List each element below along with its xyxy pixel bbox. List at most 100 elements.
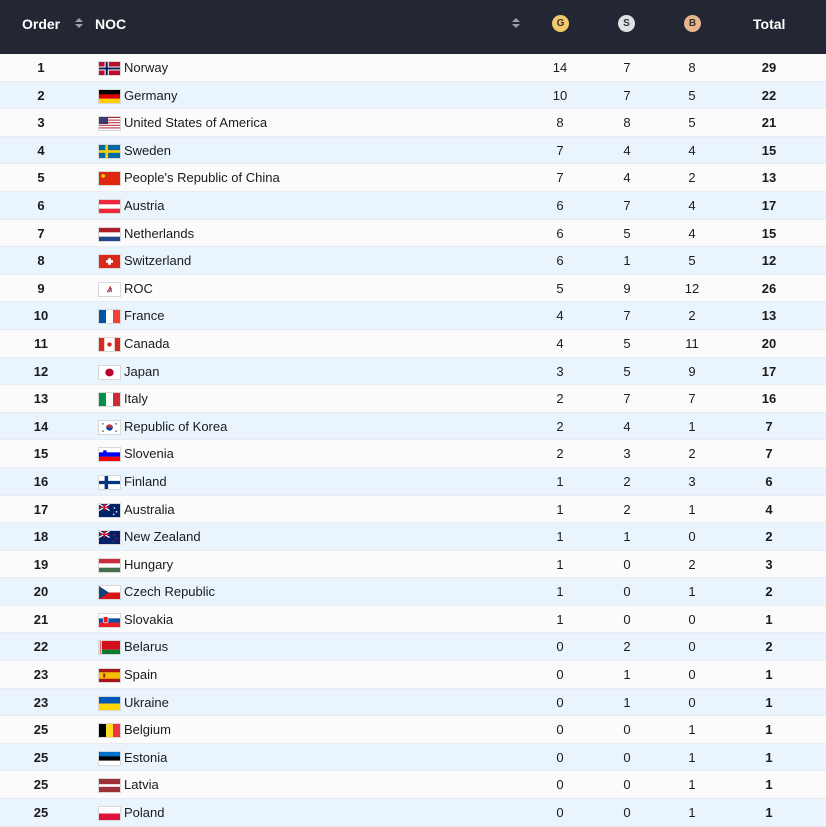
country-name-link[interactable]: New Zealand <box>124 529 201 545</box>
bronze-count-cell: 5 <box>688 115 696 131</box>
country-name-link[interactable]: Australia <box>124 501 175 517</box>
rank-cell: 20 <box>33 584 49 600</box>
total-count-cell: 17 <box>761 197 777 213</box>
bronze-count-cell: 4 <box>688 225 696 241</box>
table-row[interactable]: 11 Canada 4 5 11 20 <box>0 329 826 358</box>
table-row[interactable]: 18 New Zealand 1 1 0 2 <box>0 523 826 551</box>
table-row[interactable]: 1 Norway 14 7 8 29 <box>0 54 826 82</box>
gold-count-cell: 1 <box>556 556 564 572</box>
country-name-link[interactable]: United States of America <box>124 115 268 131</box>
gold-count-cell: 2 <box>556 446 564 462</box>
nl-flag-icon <box>98 226 121 242</box>
country-name-link[interactable]: Finland <box>124 473 167 489</box>
country-name-link[interactable]: Czech Republic <box>124 584 216 600</box>
table-row[interactable]: 20 Czech Republic 1 0 1 2 <box>0 578 826 606</box>
total-column-header[interactable]: Total <box>753 16 786 32</box>
rank-cell: 17 <box>33 501 49 517</box>
table-row[interactable]: 25 Latvia 0 0 1 1 <box>0 771 826 800</box>
total-count-cell: 15 <box>761 142 777 158</box>
table-row[interactable]: 7 Netherlands 6 5 4 15 <box>0 219 826 248</box>
table-row[interactable]: 6 Austria 6 7 4 17 <box>0 191 826 220</box>
table-row[interactable]: 25 Estonia 0 0 1 1 <box>0 743 826 772</box>
gold-count-cell: 1 <box>556 501 564 517</box>
order-sort-icon[interactable] <box>75 0 84 54</box>
country-name-link[interactable]: ROC <box>124 280 153 296</box>
country-name-link[interactable]: Norway <box>124 60 169 75</box>
country-name-link[interactable]: France <box>124 308 165 324</box>
table-row[interactable]: 4 Sweden 7 4 4 15 <box>0 136 826 165</box>
bronze-count-cell: 1 <box>688 749 696 765</box>
table-row[interactable]: 17 Australia 1 2 1 4 <box>0 495 826 524</box>
total-count-cell: 13 <box>761 308 777 324</box>
rank-cell: 2 <box>37 87 45 103</box>
table-row[interactable]: 3 United States of America 8 8 5 21 <box>0 109 826 137</box>
bronze-count-cell: 0 <box>688 639 696 655</box>
pl-flag-icon <box>98 806 121 822</box>
country-name-link[interactable]: Poland <box>124 805 165 821</box>
rank-cell: 10 <box>33 308 49 324</box>
table-row[interactable]: 16 Finland 1 2 3 6 <box>0 467 826 496</box>
table-row[interactable]: 25 Poland 0 0 1 1 <box>0 799 826 827</box>
country-name-link[interactable]: Sweden <box>124 142 171 158</box>
country-name-link[interactable]: Latvia <box>124 777 159 793</box>
table-row[interactable]: 2 Germany 10 7 5 22 <box>0 81 826 110</box>
country-name-link[interactable]: Estonia <box>124 749 168 765</box>
gold-count-cell: 6 <box>556 197 564 213</box>
noc-column-header[interactable]: NOC <box>95 16 127 32</box>
table-row[interactable]: 25 Belgium 0 0 1 1 <box>0 716 826 744</box>
gold-medal-icon: G <box>552 15 569 32</box>
table-row[interactable]: 5 People's Republic of China 7 4 2 13 <box>0 164 826 192</box>
country-name-link[interactable]: Italy <box>124 391 148 407</box>
bronze-column-header[interactable]: B <box>684 0 701 54</box>
country-name-link[interactable]: Netherlands <box>124 225 195 241</box>
bronze-count-cell: 1 <box>688 584 696 600</box>
table-row[interactable]: 19 Hungary 1 0 2 3 <box>0 550 826 579</box>
silver-count-cell: 7 <box>623 87 631 103</box>
rank-cell: 15 <box>33 446 49 462</box>
table-row[interactable]: 14 Republic of Korea 2 4 1 7 <box>0 412 826 441</box>
silver-count-cell: 5 <box>623 225 631 241</box>
table-body: 1 Norway 14 7 8 29 2 Germany 10 7 5 22 3… <box>0 54 826 827</box>
country-name-link[interactable]: Republic of Korea <box>124 418 228 434</box>
table-row[interactable]: 13 Italy 2 7 7 16 <box>0 385 826 413</box>
country-name-link[interactable]: Belgium <box>124 722 171 738</box>
country-name-link[interactable]: Switzerland <box>124 253 192 269</box>
country-name-link[interactable]: Slovakia <box>124 611 174 627</box>
country-name-link[interactable]: Spain <box>124 667 158 683</box>
us-flag-icon <box>98 116 121 132</box>
table-row[interactable]: 12 Japan 3 5 9 17 <box>0 357 826 386</box>
country-name-link[interactable]: Canada <box>124 335 170 351</box>
gold-column-header[interactable]: G <box>552 0 569 54</box>
table-row[interactable]: 8 Switzerland 6 1 5 12 <box>0 247 826 275</box>
silver-column-header[interactable]: S <box>618 0 635 54</box>
rank-cell: 23 <box>33 694 49 710</box>
table-row[interactable]: 10 France 4 7 2 13 <box>0 302 826 330</box>
country-name-link[interactable]: Belarus <box>124 639 169 655</box>
table-row[interactable]: 23 Spain 0 1 0 1 <box>0 661 826 689</box>
table-header: Order NOC G S B Total <box>0 0 826 54</box>
table-row[interactable]: 9 ROC 5 9 12 26 <box>0 274 826 303</box>
table-row[interactable]: 21 Slovakia 1 0 0 1 <box>0 605 826 634</box>
rank-cell: 9 <box>37 280 45 296</box>
country-name-link[interactable]: Austria <box>124 197 165 213</box>
country-name-link[interactable]: Japan <box>124 363 160 379</box>
noc-sort-icon[interactable] <box>512 0 521 54</box>
rank-cell: 12 <box>33 363 49 379</box>
silver-count-cell: 1 <box>623 253 631 269</box>
total-count-cell: 7 <box>765 446 773 462</box>
silver-count-cell: 7 <box>623 197 631 213</box>
table-row[interactable]: 22 Belarus 0 2 0 2 <box>0 633 826 662</box>
country-name-link[interactable]: Hungary <box>124 556 174 572</box>
bronze-count-cell: 2 <box>688 308 696 324</box>
lv-flag-icon <box>98 778 121 794</box>
country-name-link[interactable]: People's Republic of China <box>124 170 280 186</box>
order-column-header[interactable]: Order <box>22 16 61 32</box>
gold-count-cell: 0 <box>556 694 564 710</box>
silver-count-cell: 2 <box>623 639 631 655</box>
table-row[interactable]: 23 Ukraine 0 1 0 1 <box>0 688 826 717</box>
country-name-link[interactable]: Slovenia <box>124 446 174 462</box>
country-name-link[interactable]: Germany <box>124 87 178 103</box>
country-name-link[interactable]: Ukraine <box>124 694 169 710</box>
table-row[interactable]: 15 Slovenia 2 3 2 7 <box>0 440 826 468</box>
